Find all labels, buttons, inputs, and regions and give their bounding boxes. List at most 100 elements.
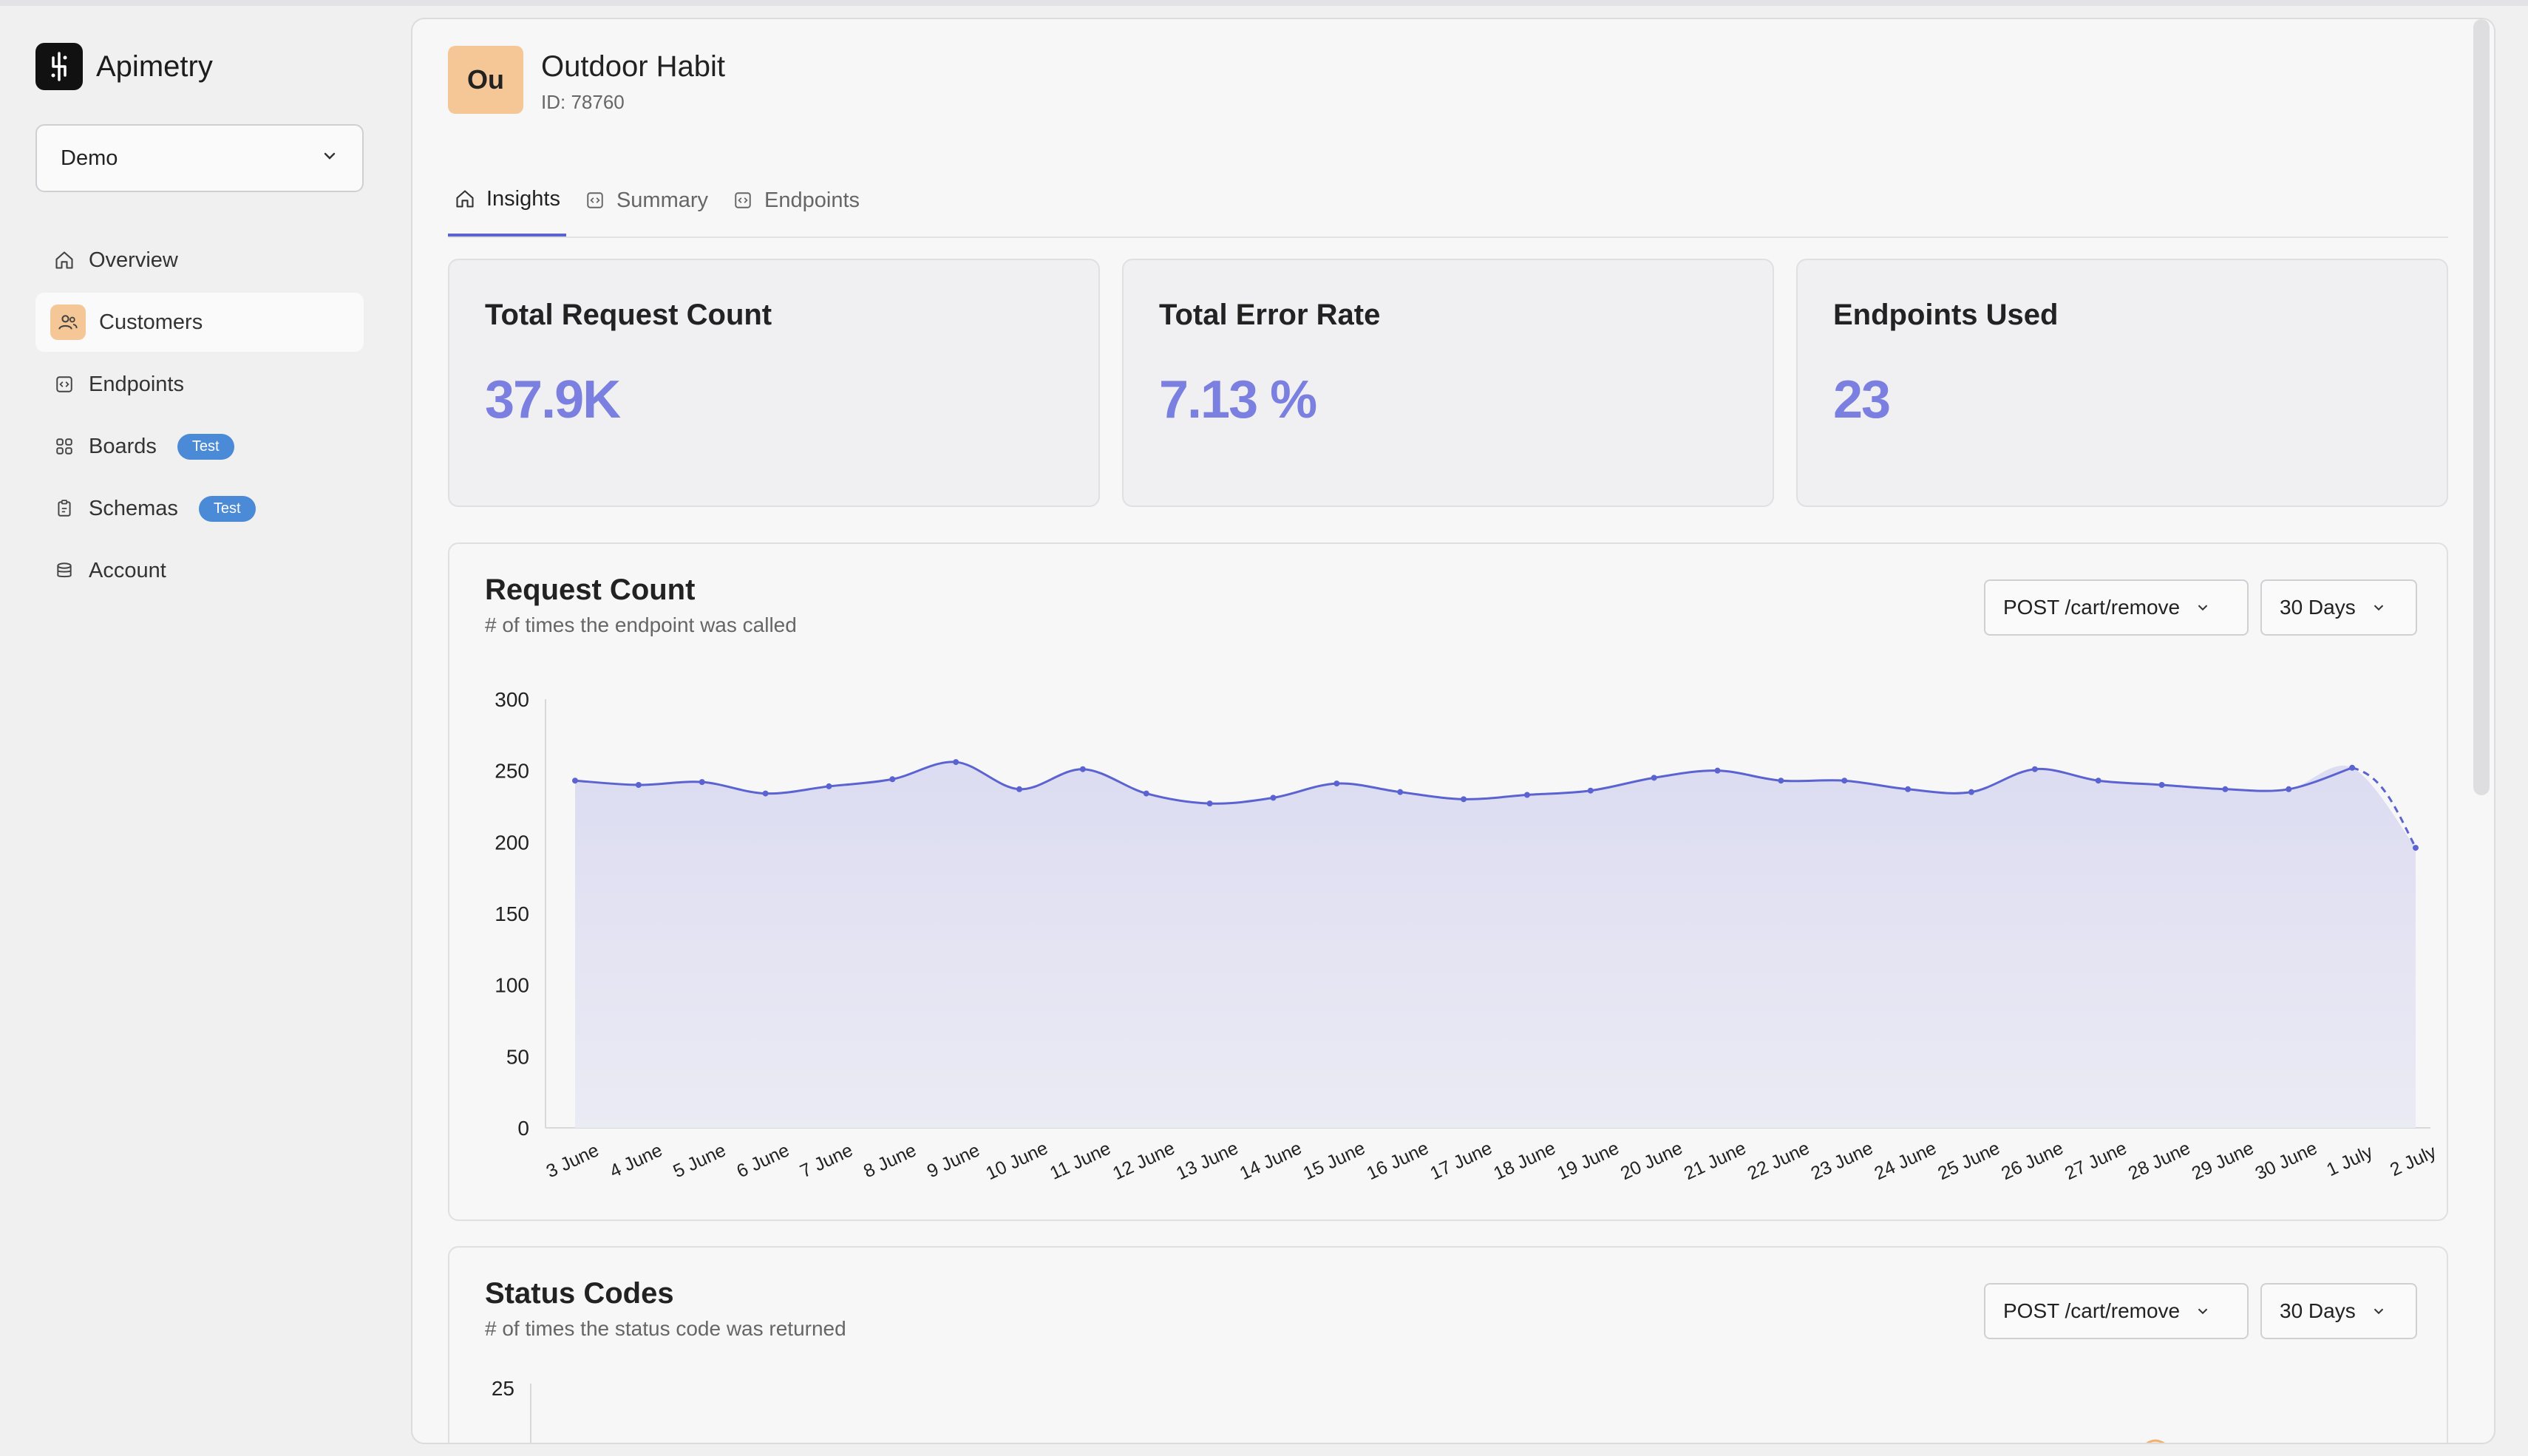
stat-title: Total Request Count (485, 299, 772, 331)
x-tick-label: 10 June (982, 1137, 1050, 1184)
y-tick-label: 25 (492, 1377, 514, 1400)
code-box-icon (53, 373, 75, 395)
sidebar-item-customers[interactable]: Customers (35, 293, 364, 352)
data-point (762, 790, 769, 797)
data-point (1523, 792, 1530, 798)
tab-label: Insights (486, 186, 560, 211)
data-point (1778, 778, 1784, 784)
sidebar-item-overview[interactable]: Overview (35, 231, 364, 290)
sidebar-item-account[interactable]: Account (35, 541, 364, 600)
tab-endpoints[interactable]: Endpoints (726, 164, 866, 237)
data-point (1905, 786, 1912, 792)
x-tick-label: 2 July (2387, 1141, 2439, 1180)
x-tick-label: 25 June (1934, 1137, 2002, 1184)
data-point (1333, 780, 1340, 787)
data-point (2349, 764, 2356, 771)
x-tick-label: 3 June (543, 1140, 602, 1182)
tab-label: Endpoints (764, 188, 860, 212)
card-subtitle: # of times the endpoint was called (485, 613, 797, 636)
sidebar-item-label: Schemas (89, 496, 178, 520)
x-tick-label: 13 June (1173, 1137, 1241, 1184)
x-tick-label: 17 June (1427, 1137, 1495, 1184)
customer-id: ID: 78760 (541, 91, 625, 113)
data-point (699, 779, 705, 786)
y-tick-label: 300 (495, 688, 529, 711)
x-tick-label: 20 June (1617, 1137, 1685, 1184)
data-point (2158, 782, 2165, 788)
home-icon (53, 249, 75, 271)
sidebar-item-label: Account (89, 558, 166, 582)
chevron-down-icon (2371, 1303, 2387, 1319)
apimetry-logo-icon (35, 43, 83, 90)
brand[interactable]: Apimetry (35, 43, 213, 90)
data-point (2286, 786, 2292, 792)
y-tick-label: 150 (495, 902, 529, 925)
status-codes-card: Status Codes # of times the status code … (448, 1246, 2448, 1443)
y-tick-label: 0 (517, 1117, 529, 1140)
data-point (1079, 766, 1086, 772)
data-point (2095, 778, 2101, 784)
test-badge: Test (198, 495, 256, 522)
area-fill (575, 761, 2416, 1128)
workspace-select[interactable]: Demo (35, 124, 364, 192)
x-tick-label: 7 June (797, 1140, 856, 1182)
sidebar-item-label: Endpoints (89, 372, 184, 396)
stat-card-endpoints-used: Endpoints Used 23 (1796, 259, 2448, 507)
workspace-select-value: Demo (61, 146, 118, 170)
endpoint-select-value: POST /cart/remove (2003, 596, 2181, 619)
endpoint-select[interactable]: POST /cart/remove (1984, 579, 2249, 636)
sidebar-item-endpoints[interactable]: Endpoints (35, 355, 364, 414)
tab-label: Summary (616, 188, 709, 212)
scrollbar[interactable] (2473, 19, 2490, 795)
tab-summary[interactable]: Summary (578, 164, 714, 237)
avatar: Ou (448, 46, 523, 114)
y-tick-label: 100 (495, 974, 529, 997)
range-select[interactable]: 30 Days (2260, 1283, 2417, 1339)
data-point (1968, 789, 1974, 795)
range-select[interactable]: 30 Days (2260, 579, 2417, 636)
data-point (953, 759, 959, 766)
x-tick-label: 15 June (1300, 1137, 1368, 1184)
data-point (2413, 845, 2419, 851)
data-point (1461, 796, 1467, 803)
x-tick-label: 27 June (2062, 1137, 2130, 1184)
x-tick-label: 28 June (2125, 1137, 2193, 1184)
x-tick-label: 5 June (670, 1140, 729, 1182)
x-tick-label: 11 June (1047, 1138, 1114, 1184)
test-badge: Test (177, 433, 234, 460)
x-tick-label: 1 July (2323, 1141, 2376, 1180)
sidebar-item-boards[interactable]: Boards Test (35, 417, 364, 476)
home-icon (454, 188, 476, 210)
card-title: Request Count (485, 574, 696, 606)
data-point (1143, 790, 1149, 797)
customer-header: Ou Outdoor Habit ID: 78760 (448, 46, 725, 114)
x-tick-label: 4 June (607, 1140, 666, 1182)
window-top-border (0, 0, 2528, 6)
stat-value: 23 (1833, 370, 1891, 429)
data-point (1587, 787, 1594, 794)
code-box-icon (732, 189, 754, 211)
data-point (1206, 800, 1213, 807)
card-subtitle: # of times the status code was returned (485, 1317, 846, 1340)
sidebar-item-label: Boards (89, 434, 157, 458)
stat-card-error-rate: Total Error Rate 7.13 % (1122, 259, 1774, 507)
data-point (1397, 789, 1404, 795)
endpoint-select-value: POST /cart/remove (2003, 1299, 2181, 1322)
x-tick-label: 16 June (1364, 1137, 1432, 1184)
x-tick-label: 18 June (1490, 1137, 1558, 1184)
data-point (1270, 795, 1277, 801)
x-tick-label: 14 June (1237, 1137, 1305, 1184)
endpoint-select[interactable]: POST /cart/remove (1984, 1283, 2249, 1339)
code-box-icon (584, 189, 606, 211)
sidebar-item-schemas[interactable]: Schemas Test (35, 479, 364, 538)
stat-value: 37.9K (485, 370, 621, 429)
app-name: Apimetry (96, 50, 213, 83)
data-point (889, 776, 896, 783)
x-tick-label: 29 June (2189, 1137, 2257, 1184)
tab-insights[interactable]: Insights (448, 164, 566, 237)
data-point (1841, 778, 1848, 784)
sidebar-item-label: Customers (99, 310, 203, 334)
x-tick-label: 23 June (1808, 1137, 1876, 1184)
range-select-value: 30 Days (2280, 596, 2356, 619)
status-line-series (2146, 1439, 2165, 1443)
